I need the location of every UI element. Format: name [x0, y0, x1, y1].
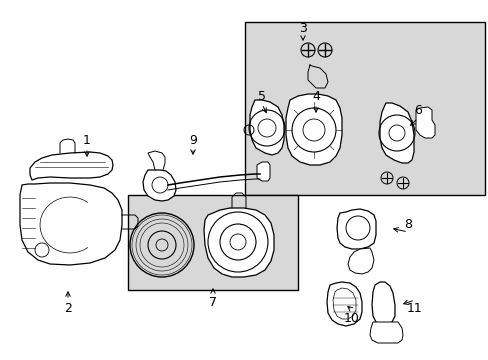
Text: 5: 5: [258, 90, 265, 103]
FancyBboxPatch shape: [244, 22, 484, 195]
FancyBboxPatch shape: [128, 195, 297, 290]
Text: 8: 8: [403, 217, 411, 230]
Text: 9: 9: [189, 134, 197, 147]
Text: 6: 6: [413, 104, 421, 117]
Polygon shape: [142, 170, 176, 201]
Polygon shape: [285, 94, 341, 165]
Polygon shape: [347, 248, 373, 274]
Polygon shape: [415, 107, 434, 138]
Polygon shape: [30, 152, 113, 180]
Text: 2: 2: [64, 302, 72, 315]
Polygon shape: [249, 100, 284, 155]
Polygon shape: [371, 282, 394, 325]
Text: 11: 11: [407, 302, 422, 315]
Text: 1: 1: [83, 134, 91, 147]
Polygon shape: [379, 103, 413, 163]
Text: 10: 10: [344, 311, 359, 324]
Polygon shape: [203, 208, 273, 277]
Text: 3: 3: [299, 22, 306, 35]
Text: 7: 7: [208, 296, 217, 309]
Polygon shape: [326, 282, 361, 326]
Text: 4: 4: [311, 90, 319, 103]
Polygon shape: [369, 322, 402, 343]
Polygon shape: [257, 162, 269, 181]
Polygon shape: [336, 209, 375, 249]
Polygon shape: [20, 183, 122, 265]
